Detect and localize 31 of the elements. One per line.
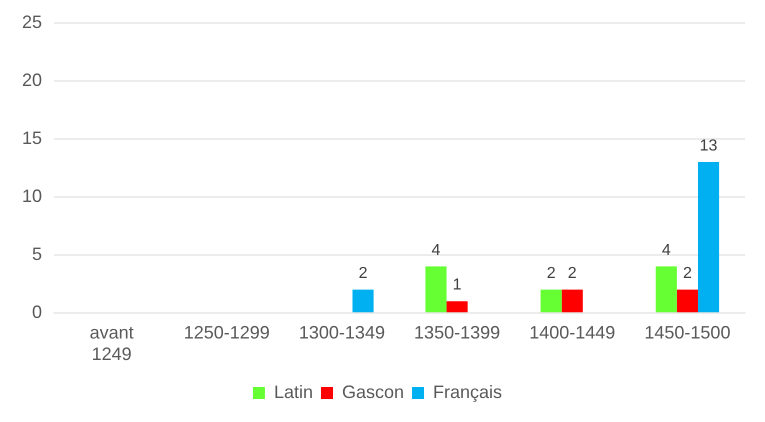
data-label: 2 xyxy=(358,265,368,282)
legend-label: Latin xyxy=(274,382,314,402)
y-tick-label: 5 xyxy=(32,244,42,264)
x-tick-label: 1350-1399 xyxy=(414,322,500,343)
legend-label: Français xyxy=(433,382,502,402)
x-tick-label: 1400-1449 xyxy=(529,322,616,343)
y-tick-label: 10 xyxy=(22,186,42,206)
bar xyxy=(425,266,447,312)
data-label: 2 xyxy=(682,265,692,282)
bar xyxy=(352,290,374,312)
x-tick-label: 1250-1299 xyxy=(184,322,270,343)
data-label: 2 xyxy=(568,265,577,282)
data-label: 4 xyxy=(432,242,441,259)
bar xyxy=(562,290,583,312)
data-label: 2 xyxy=(546,265,556,282)
data-label: 13 xyxy=(700,137,718,154)
bar xyxy=(676,290,698,312)
bar xyxy=(540,290,562,312)
x-tick-label: 1300-1349 xyxy=(298,322,385,343)
data-label: 4 xyxy=(662,242,671,259)
y-tick-label: 25 xyxy=(22,12,42,32)
bar xyxy=(698,162,720,312)
y-tick-label: 20 xyxy=(22,70,42,90)
x-tick-label: 1450-1500 xyxy=(644,322,730,343)
bar xyxy=(446,301,468,312)
data-label: 1 xyxy=(452,276,462,294)
y-tick-label: 15 xyxy=(22,128,42,148)
bar xyxy=(656,266,677,312)
y-tick-label: 0 xyxy=(32,302,42,322)
legend-label: Gascon xyxy=(342,382,404,402)
x-tick-label: avant 1249 xyxy=(90,322,134,364)
